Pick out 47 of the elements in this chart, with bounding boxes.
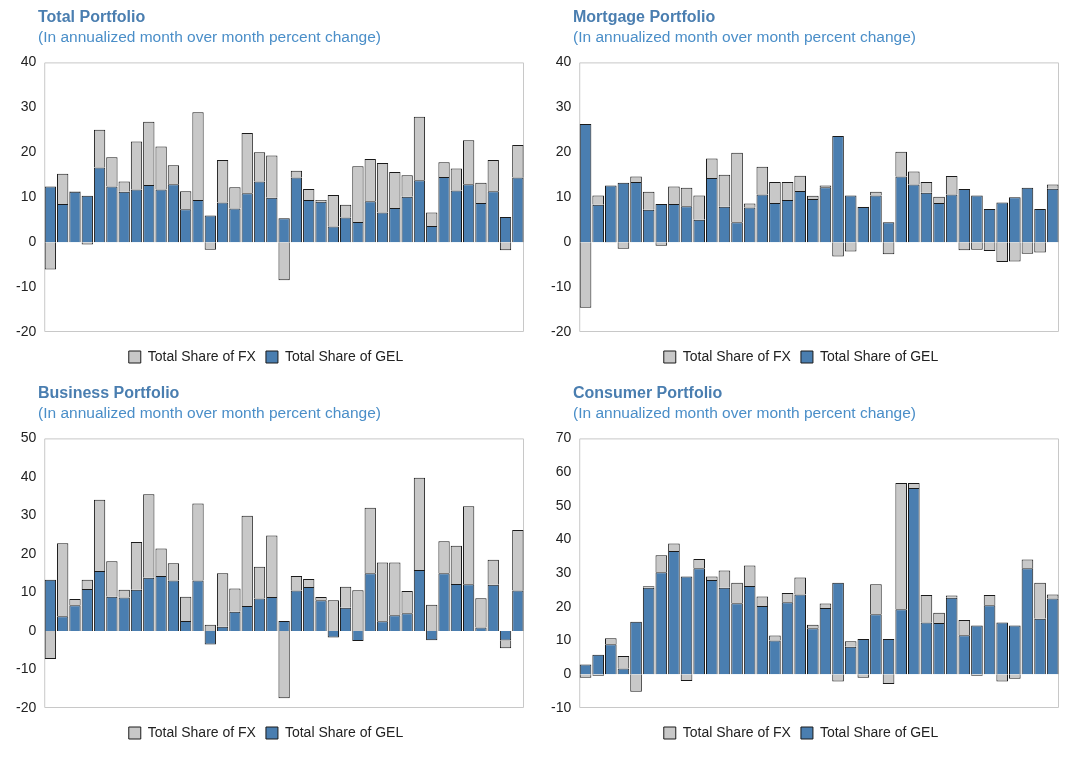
y-tick-label: 0 xyxy=(28,232,37,249)
y-tick-label: 40 xyxy=(20,53,37,70)
y-tick-label: 30 xyxy=(555,98,572,115)
y-tick-label: -10 xyxy=(551,698,572,715)
y-tick-label: 0 xyxy=(28,621,37,638)
y-tick-label: 10 xyxy=(20,188,37,205)
y-tick-label: 0 xyxy=(563,232,572,249)
legend-label: Total Share of GEL xyxy=(284,347,404,364)
legend-label: Total Share of GEL xyxy=(284,723,404,740)
y-tick-label: -20 xyxy=(16,698,37,715)
y-tick-label: -10 xyxy=(551,277,572,294)
y-tick-label: 40 xyxy=(555,53,572,70)
legend-label: Total Share of FX xyxy=(147,723,257,740)
y-tick-label: -10 xyxy=(16,277,37,294)
y-tick-label: 20 xyxy=(20,143,37,160)
y-tick-label: 20 xyxy=(20,544,37,561)
chart-subtitle: (In annualized month over month percent change) xyxy=(573,404,917,422)
legend-label: Total Share of FX xyxy=(682,347,792,364)
y-tick-label: 20 xyxy=(555,597,572,614)
y-tick-label: 50 xyxy=(20,429,37,446)
chart-subtitle: (In annualized month over month percent change) xyxy=(38,28,382,46)
y-tick-label: -20 xyxy=(551,322,572,339)
y-tick-label: 40 xyxy=(555,530,572,547)
y-tick-label: -20 xyxy=(16,322,37,339)
y-tick-label: 10 xyxy=(555,631,572,648)
y-tick-label: 20 xyxy=(555,143,572,160)
y-tick-label: 30 xyxy=(20,98,37,115)
y-tick-label: 40 xyxy=(20,467,37,484)
y-tick-label: 30 xyxy=(20,506,37,523)
legend-label: Total Share of GEL xyxy=(819,347,939,364)
chart-title: Business Portfolio xyxy=(38,384,181,402)
y-tick-label: 10 xyxy=(20,583,37,600)
legend-label: Total Share of FX xyxy=(147,347,257,364)
y-tick-label: 50 xyxy=(555,496,572,513)
y-tick-label: 70 xyxy=(555,429,572,446)
legend-label: Total Share of GEL xyxy=(819,723,939,740)
y-tick-label: 30 xyxy=(555,564,572,581)
chart-title: Consumer Portfolio xyxy=(573,384,724,402)
legend-label: Total Share of FX xyxy=(682,723,792,740)
chart-subtitle: (In annualized month over month percent change) xyxy=(38,404,382,422)
chart-subtitle: (In annualized month over month percent change) xyxy=(573,28,917,46)
chart-title: Total Portfolio xyxy=(38,8,147,26)
y-tick-label: 0 xyxy=(563,665,572,682)
y-tick-label: -10 xyxy=(16,660,37,677)
chart-title: Mortgage Portfolio xyxy=(573,8,717,26)
y-tick-label: 10 xyxy=(555,188,572,205)
y-tick-label: 60 xyxy=(555,462,572,479)
